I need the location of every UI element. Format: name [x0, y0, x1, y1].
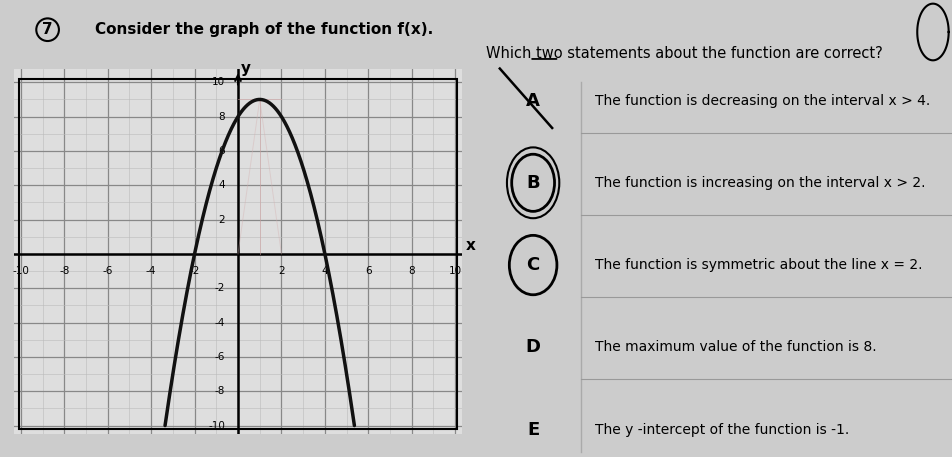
- Text: The maximum value of the function is 8.: The maximum value of the function is 8.: [595, 340, 877, 354]
- Text: 7: 7: [42, 22, 53, 37]
- Text: The function is symmetric about the line x = 2.: The function is symmetric about the line…: [595, 258, 922, 272]
- Text: A: A: [526, 91, 540, 110]
- Text: The function is decreasing on the interval x > 4.: The function is decreasing on the interv…: [595, 94, 930, 107]
- Text: Consider the graph of the function f(x).: Consider the graph of the function f(x).: [95, 22, 433, 37]
- Text: C: C: [526, 256, 540, 274]
- Text: The function is increasing on the interval x > 2.: The function is increasing on the interv…: [595, 176, 925, 190]
- Text: -4: -4: [214, 318, 225, 328]
- Text: 6: 6: [365, 266, 371, 276]
- Text: x: x: [466, 238, 475, 253]
- Text: -6: -6: [103, 266, 113, 276]
- Text: 8: 8: [218, 112, 225, 122]
- Text: B: B: [526, 174, 540, 192]
- Text: 2: 2: [278, 266, 285, 276]
- Text: 10: 10: [448, 266, 462, 276]
- Text: D: D: [526, 338, 541, 356]
- Text: 8: 8: [408, 266, 415, 276]
- Text: -10: -10: [12, 266, 30, 276]
- Text: 2: 2: [218, 215, 225, 224]
- Text: -10: -10: [208, 420, 225, 430]
- Text: 10: 10: [212, 77, 225, 87]
- Text: 6: 6: [218, 146, 225, 156]
- Text: -4: -4: [146, 266, 156, 276]
- Text: 4: 4: [322, 266, 328, 276]
- Text: The y -intercept of the function is -1.: The y -intercept of the function is -1.: [595, 423, 849, 436]
- Text: E: E: [527, 420, 539, 439]
- Text: -2: -2: [189, 266, 200, 276]
- Text: y: y: [241, 61, 250, 76]
- Text: -8: -8: [214, 386, 225, 396]
- Text: -2: -2: [214, 283, 225, 293]
- Text: -6: -6: [214, 352, 225, 362]
- Text: -8: -8: [59, 266, 69, 276]
- Text: 4: 4: [218, 180, 225, 190]
- Text: Which two statements about the function are correct?: Which two statements about the function …: [486, 46, 883, 61]
